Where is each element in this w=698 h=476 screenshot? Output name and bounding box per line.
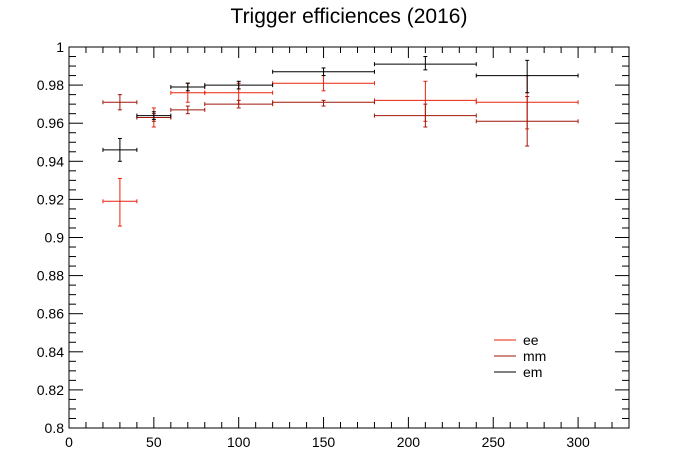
legend-label-em: em	[523, 364, 542, 380]
y-tick-label: 0.9	[45, 230, 65, 246]
data-point-mm	[272, 99, 375, 107]
data-point-em	[102, 137, 138, 162]
data-point-em	[170, 82, 206, 92]
y-tick-label: 0.96	[37, 115, 64, 131]
x-tick-label: 50	[146, 434, 162, 450]
legend-label-mm: mm	[523, 348, 546, 364]
legend-label-ee: ee	[523, 332, 539, 348]
data-point-mm	[170, 105, 206, 115]
y-tick-label: 0.84	[37, 344, 64, 360]
data-point-ee	[102, 177, 138, 227]
y-tick-label: 0.92	[37, 191, 64, 207]
chart-title: Trigger efficiences (2016)	[231, 5, 468, 28]
data-point-em	[136, 111, 172, 120]
data-point-mm	[475, 96, 579, 147]
data-point-em	[373, 56, 477, 71]
axes: 0 50 100 150 200 250 300 0.8 0.82 0.84 0.86 0.88 0.9…	[37, 39, 630, 450]
x-tick-label: 100	[227, 434, 251, 450]
y-tick-label: 0.86	[37, 306, 64, 322]
y-tick-label: 0.88	[37, 268, 64, 284]
data-series	[102, 56, 579, 227]
y-tick-label: 0.8	[45, 420, 65, 436]
y-tick-label: 0.98	[37, 77, 64, 93]
data-point-mm	[373, 103, 477, 128]
series-ee	[102, 75, 579, 227]
data-point-em	[475, 59, 579, 94]
x-tick-label: 200	[397, 434, 421, 450]
y-tick-label: 0.94	[37, 153, 64, 169]
x-tick-label: 150	[312, 434, 336, 450]
series-em	[102, 56, 579, 162]
x-tick-label: 250	[482, 434, 506, 450]
x-tick-label: 300	[566, 434, 590, 450]
y-tick-label: 1	[56, 39, 64, 55]
data-point-mm	[204, 99, 274, 109]
y-tick-label: 0.82	[37, 382, 64, 398]
data-point-ee	[272, 75, 375, 92]
data-point-em	[272, 67, 375, 77]
x-tick-label: 0	[65, 434, 73, 450]
plot-frame	[68, 46, 630, 429]
data-point-mm	[102, 94, 138, 111]
data-point-em	[204, 80, 274, 90]
